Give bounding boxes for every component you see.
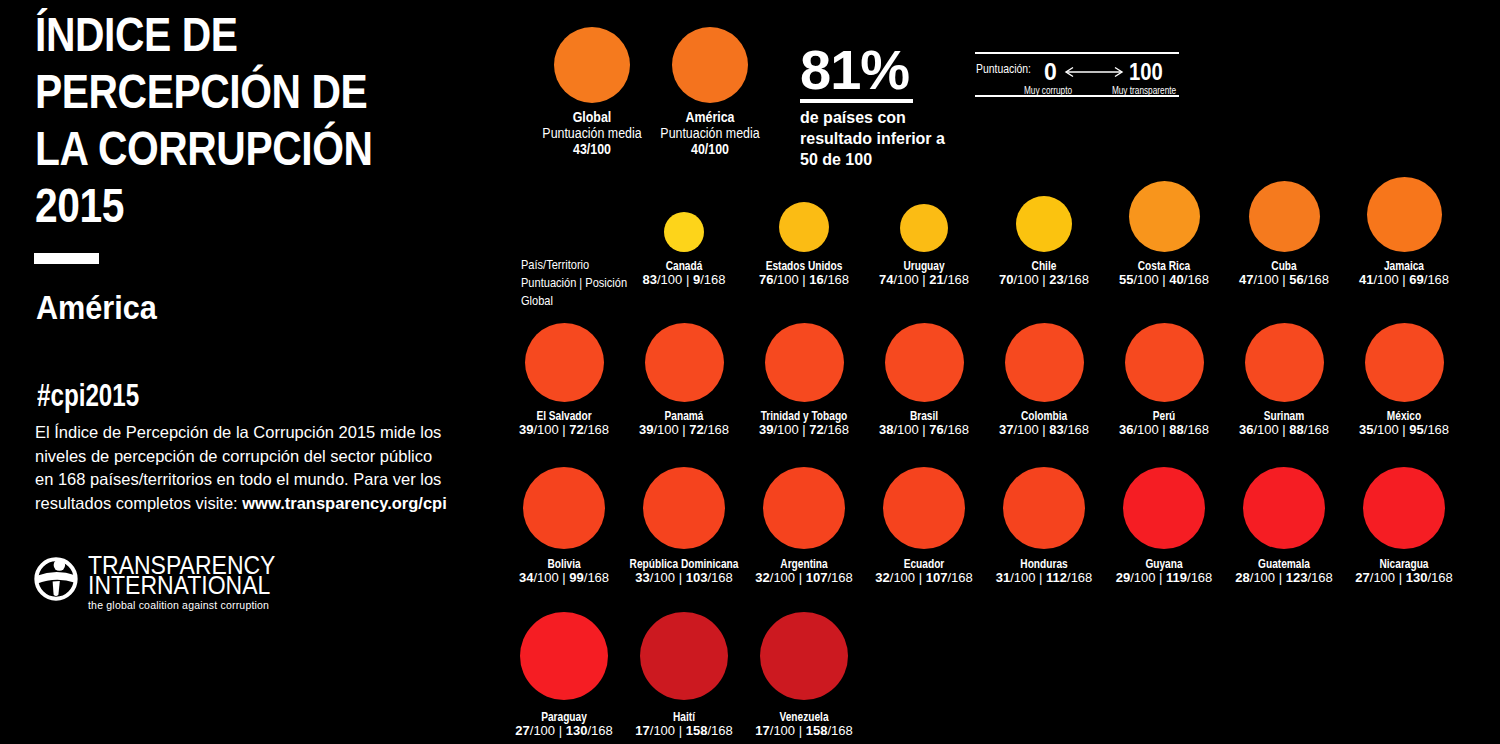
country-score: 27/100 | 130/168 (1329, 571, 1479, 584)
country-name: Guyana (1106, 557, 1223, 571)
region-label: América (36, 288, 157, 327)
country-name: Haití (626, 710, 743, 724)
country-name: Argentina (746, 557, 863, 571)
country-bubble (1245, 323, 1324, 402)
country-name: México (1346, 409, 1463, 423)
highlight-caption-line: de países con (800, 107, 945, 128)
country-bubble (760, 612, 848, 700)
country-name: Honduras (986, 557, 1103, 571)
score-legend: Puntuación: 0 100 Muy corrupto Muy trans… (975, 52, 1179, 97)
legend-min-caption: Muy corrupto (1024, 84, 1072, 96)
title-line-1: ÍNDICE DE (35, 6, 372, 63)
country-name: Panamá (626, 409, 743, 423)
country-score: 41/100 | 69/168 (1329, 273, 1479, 286)
country-cell-venezuela: Venezuela17/100 | 158/168 (729, 612, 879, 737)
country-bubble (885, 323, 964, 402)
page-title: ÍNDICE DEPERCEPCIÓN DELA CORRUPCIÓN2015 (35, 6, 432, 234)
country-name: Brasil (866, 409, 983, 423)
legend-max: 100 (1129, 59, 1163, 86)
country-name: Paraguay (506, 710, 623, 724)
highlight-value: 81% (800, 45, 945, 95)
stat-score: 40/100 (658, 141, 762, 157)
country-cell-nicaragua: Nicaragua27/100 | 130/168 (1329, 467, 1479, 584)
country-cell-m-xico: México35/100 | 95/168 (1329, 322, 1479, 436)
title-divider (34, 253, 99, 264)
country-name: Venezuela (746, 710, 863, 724)
highlight-stat: 81% de países conresultado inferior a50 … (800, 45, 945, 170)
summary-stat-américa: AméricaPuntuación media40/100 (645, 27, 775, 156)
title-line-2: PERCEPCIÓN DE (35, 63, 372, 120)
country-name: Guatemala (1226, 557, 1343, 571)
title-line-4: 2015 (35, 177, 372, 234)
country-bubble (1016, 196, 1072, 252)
country-bubble (765, 323, 844, 402)
stat-score: 43/100 (540, 141, 644, 157)
country-bubble (645, 323, 724, 402)
country-name: Bolivia (506, 557, 623, 571)
country-bubble (1365, 323, 1444, 402)
cpi-link[interactable]: www.transparency.org/cpi (242, 494, 446, 512)
stat-circle (672, 27, 748, 103)
summary-stat-global: GlobalPuntuación media43/100 (527, 27, 657, 156)
country-name: Costa Rica (1106, 259, 1223, 273)
country-name: Surinam (1226, 409, 1343, 423)
highlight-caption-line: 50 de 100 (800, 149, 945, 170)
country-name: Colombia (986, 409, 1103, 423)
highlight-caption: de países conresultado inferior a50 de 1… (800, 107, 945, 170)
ti-globe-icon (33, 556, 79, 602)
country-name: Cuba (1226, 259, 1343, 273)
country-cell-jamaica: Jamaica41/100 | 69/168 (1329, 176, 1479, 286)
country-bubble (1003, 467, 1085, 549)
hashtag: #cpi2015 (37, 378, 139, 414)
country-name: Ecuador (866, 557, 983, 571)
country-bubble (525, 323, 604, 402)
country-name: República Dominicana (626, 557, 743, 571)
country-bubble (900, 204, 948, 252)
country-name: El Salvador (506, 409, 623, 423)
legend-max-caption: Muy transparente (1112, 84, 1176, 96)
country-bubble (523, 467, 605, 549)
cpi-2015-infographic: ÍNDICE DEPERCEPCIÓN DELA CORRUPCIÓN2015 … (0, 0, 1500, 744)
transparency-international-logo: TRANSPARENCY INTERNATIONAL the global co… (33, 556, 292, 611)
country-bubble (1129, 181, 1200, 252)
country-bubble (1125, 323, 1204, 402)
country-bubble (883, 467, 965, 549)
country-bubble (640, 612, 728, 700)
country-name: Jamaica (1346, 259, 1463, 273)
logo-line-2: INTERNATIONAL (88, 576, 275, 596)
country-name: Trinidad y Tobago (746, 409, 863, 423)
country-bubble (1363, 467, 1445, 549)
highlight-caption-line: resultado inferior a (800, 128, 945, 149)
country-name: Perú (1106, 409, 1223, 423)
country-score: 35/100 | 95/168 (1329, 423, 1479, 436)
double-arrow-icon (1063, 65, 1125, 79)
country-name: Canadá (626, 259, 743, 273)
stat-sub: Puntuación media (540, 125, 644, 141)
stat-name: América (658, 109, 762, 125)
country-name: Nicaragua (1346, 557, 1463, 571)
country-bubble (664, 212, 704, 252)
country-bubble (1123, 467, 1205, 549)
country-bubble (643, 467, 725, 549)
stat-sub: Puntuación media (658, 125, 762, 141)
country-bubble (520, 612, 608, 700)
logo-tagline: the global coalition against corruption (88, 599, 292, 611)
country-bubble (1249, 181, 1320, 252)
stat-circle (554, 27, 630, 103)
legend-min: 0 (1044, 59, 1057, 86)
country-name: Chile (986, 259, 1103, 273)
country-bubble (1005, 323, 1084, 402)
grid-header-line: Global (521, 292, 627, 310)
country-name: Uruguay (866, 259, 983, 273)
title-line-3: LA CORRUPCIÓN (35, 120, 372, 177)
country-bubble (1367, 177, 1442, 252)
legend-label: Puntuación: (976, 61, 1031, 76)
country-bubble (779, 202, 829, 252)
country-bubble (763, 467, 845, 549)
country-name: Estados Unidos (746, 259, 863, 273)
country-score: 17/100 | 158/168 (729, 724, 879, 737)
description: El Índice de Percepción de la Corrupción… (35, 421, 485, 515)
country-bubble (1243, 467, 1325, 549)
stat-name: Global (540, 109, 644, 125)
